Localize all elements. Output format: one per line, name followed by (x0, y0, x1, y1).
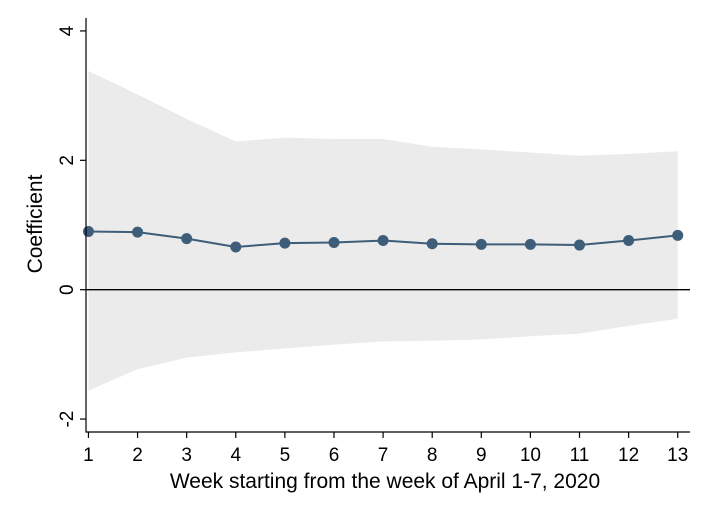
data-point (672, 229, 684, 241)
x-tick-label: 7 (378, 445, 389, 466)
data-point (279, 237, 291, 249)
data-point (132, 226, 144, 238)
confidence-band (88, 71, 678, 391)
data-point (377, 235, 389, 247)
x-tick-label: 12 (618, 445, 639, 466)
x-tick-label: 8 (427, 445, 438, 466)
x-tick-label: 11 (570, 445, 590, 466)
x-tick-label: 13 (667, 445, 688, 466)
data-point (426, 238, 438, 250)
data-point (82, 225, 94, 237)
series-layer (82, 225, 684, 253)
y-tick-label: 0 (57, 284, 78, 295)
y-tick-label: 4 (57, 25, 78, 36)
y-tick-label: 2 (57, 155, 78, 166)
y-axis-title: Coefficient (24, 174, 47, 273)
data-point (524, 238, 536, 250)
data-point (475, 238, 487, 250)
data-point (181, 233, 193, 245)
data-point (328, 236, 340, 248)
y-tick-label: -2 (57, 411, 78, 428)
x-tick-label: 9 (476, 445, 487, 466)
x-tick-label: 3 (181, 445, 192, 466)
x-axis-title: Week starting from the week of April 1-7… (170, 470, 600, 493)
x-tick-label: 1 (83, 445, 94, 466)
x-tick-label: 6 (329, 445, 340, 466)
data-point (574, 239, 586, 251)
x-tick-label: 4 (230, 445, 241, 466)
x-tick-label: 5 (280, 445, 291, 466)
data-point (230, 241, 242, 253)
confidence-band-layer (88, 71, 678, 391)
x-tick-label: 10 (520, 445, 541, 466)
x-tick-label: 2 (132, 445, 143, 466)
data-point (623, 235, 635, 247)
